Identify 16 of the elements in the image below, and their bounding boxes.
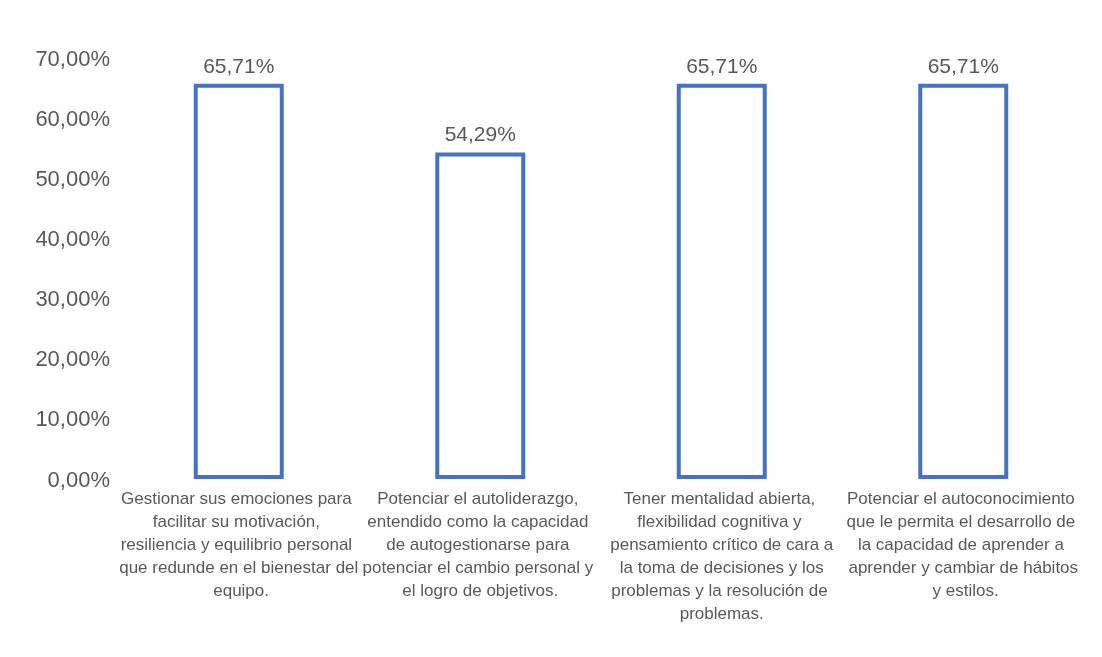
y-tick-label: 30,00% — [35, 286, 110, 312]
y-tick-label: 40,00% — [35, 225, 110, 251]
x-tick-label: Potenciar el autoconocimiento que le permita el desarrollo de la capacidad de aprender a aprender y cambiar de hábitos y estilos. — [846, 489, 1080, 600]
x-tick-label: Potenciar el autoliderazgo, entendido como la capacidad de autogestionarse para potenciar el cambio personal y el logro de objetivos. — [362, 489, 598, 600]
data-label: 54,29% — [444, 122, 516, 146]
y-tick-label: 0,00% — [47, 466, 110, 492]
x-tick-label: Gestionar sus emociones para facilitar su motivación, resiliencia y equilibrio personal que redunde en el bienestar del equipo. — [119, 489, 359, 600]
data-label: 65,71% — [203, 53, 275, 77]
y-tick-label: 10,00% — [35, 406, 110, 432]
y-tick-label: 50,00% — [35, 165, 110, 191]
data-label: 65,71% — [927, 53, 999, 77]
data-label: 65,71% — [686, 53, 758, 77]
y-tick-label: 20,00% — [35, 346, 110, 372]
y-tick-label: 70,00% — [35, 45, 110, 71]
y-tick-label: 60,00% — [35, 105, 110, 131]
x-tick-label: Tener mentalidad abierta, flexibilidad cognitiva y pensamiento crítico de cara a la toma de decisiones y los problemas y la resolución de problemas. — [610, 489, 834, 623]
